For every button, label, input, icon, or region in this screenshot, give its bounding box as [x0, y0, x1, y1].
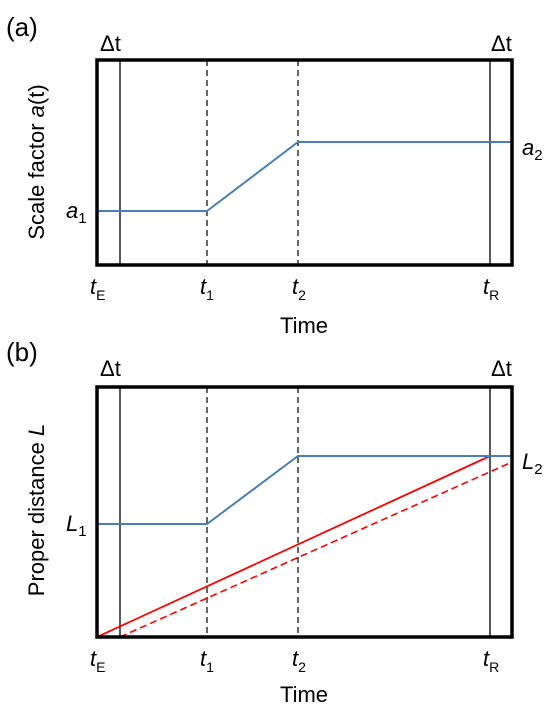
panel-a-x-axis-label: Time: [280, 313, 328, 338]
panel-a-level-a2: a2: [522, 135, 543, 164]
panel-b-delta-left: Δt: [100, 356, 121, 381]
panel-a-label: (a): [6, 12, 38, 42]
panel-a-tick-tE: tE: [90, 274, 105, 303]
panel-b-tick-tE: tE: [90, 646, 105, 675]
panel-b-label: (b): [6, 337, 38, 367]
panel-b-light-path-first: [96, 455, 491, 638]
panel-a-frame: [95, 58, 514, 267]
panel-b-tick-t1: t1: [200, 646, 214, 675]
panel-b: (b) Δt Δt Proper distance L L1 L2 tE t1 …: [6, 337, 543, 707]
panel-b-frame: [95, 385, 514, 639]
panel-a-scale-factor-curve: [97, 141, 512, 212]
panel-b-x-axis-label: Time: [280, 682, 328, 707]
panel-b-delta-right: Δt: [491, 356, 512, 381]
panel-b-tick-tR: tR: [483, 646, 499, 675]
panel-a-level-a1: a1: [66, 198, 87, 227]
panel-a-tick-t1: t1: [200, 274, 214, 303]
panel-a-delta-right: Δt: [491, 31, 512, 56]
panel-a-tick-t2: t2: [292, 274, 306, 303]
panel-a-tick-tR: tR: [483, 274, 499, 303]
panel-b-level-L1: L1: [66, 511, 87, 540]
panel-b-proper-distance-curve: [97, 455, 512, 525]
panel-b-y-axis-label: Proper distance L: [24, 424, 49, 596]
panel-b-tick-t2: t2: [292, 646, 306, 675]
panel-b-light-path-second: [119, 461, 513, 638]
panel-a-y-axis-label: Scale factor a(t): [24, 84, 49, 239]
panel-a-delta-left: Δt: [100, 31, 121, 56]
panel-b-level-L2: L2: [522, 449, 543, 478]
panel-a: (a) Δt Δt Scale factor a(t) a1 a2 tE t1 …: [6, 12, 543, 338]
